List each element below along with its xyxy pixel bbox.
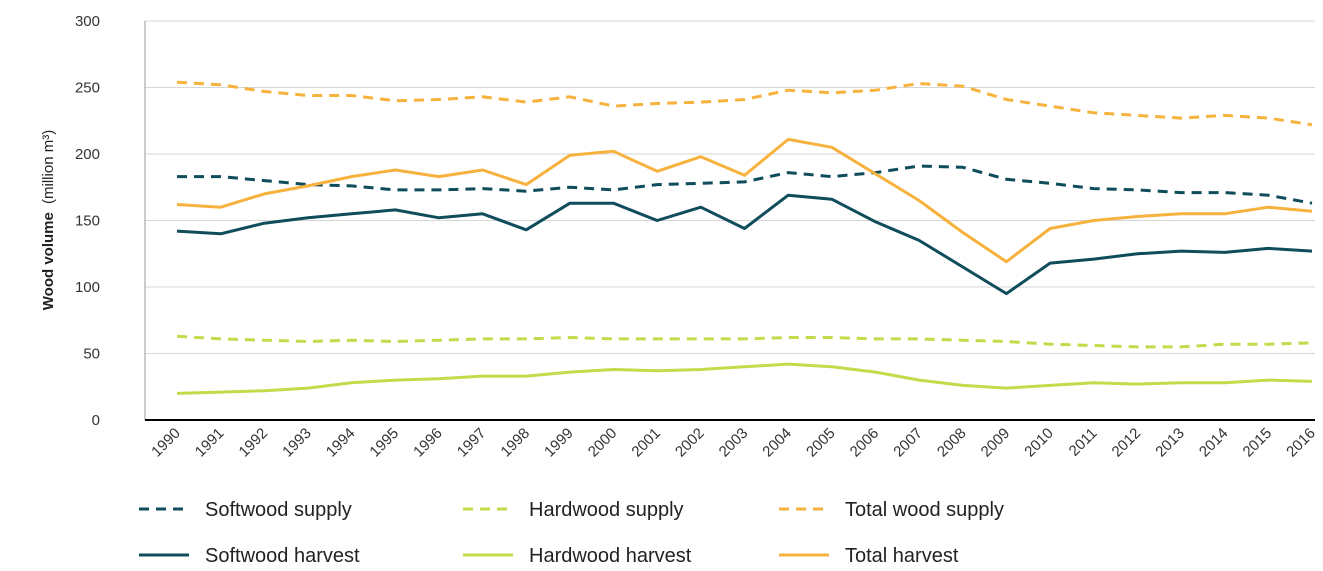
x-tick-label: 2003 (716, 425, 752, 461)
y-tick-label: 100 (75, 279, 100, 296)
legend-label: Hardwood supply (529, 499, 684, 521)
x-tick-label: 1999 (541, 425, 577, 461)
x-tick-label: 1994 (323, 425, 359, 461)
x-tick-label: 2004 (759, 425, 795, 461)
y-tick-label: 0 (92, 412, 100, 429)
x-tick-label: 2016 (1283, 425, 1319, 461)
legend-label: Softwood supply (205, 499, 352, 521)
y-tick-label: 150 (75, 213, 100, 230)
x-tick-label: 2000 (585, 425, 621, 461)
x-tick-label: 2010 (1021, 425, 1057, 461)
x-tick-label: 1998 (497, 425, 533, 461)
x-tick-label: 2011 (1066, 425, 1101, 460)
x-tick-label: 2014 (1196, 425, 1232, 461)
x-tick-label: 2015 (1240, 425, 1276, 461)
y-tick-label: 300 (75, 13, 100, 30)
x-tick-label: 2009 (978, 425, 1014, 461)
x-tick-label: 2007 (890, 425, 926, 461)
x-tick-label: 2005 (803, 425, 839, 461)
x-tick-label: 1991 (192, 425, 228, 461)
series-line-softwood-harvest (176, 193, 1313, 296)
y-axis-label-unit: (million m³) (40, 130, 57, 204)
series-line-total-wood-supply (176, 80, 1313, 127)
legend-label: Total wood supply (845, 499, 1004, 521)
x-tick-label: 1993 (279, 425, 315, 461)
x-tick-label: 1990 (148, 425, 184, 461)
y-tick-label: 250 (75, 80, 100, 97)
series-lines (176, 80, 1313, 395)
x-tick-label: 2012 (1109, 425, 1145, 461)
x-tick-label: 2001 (628, 425, 664, 461)
y-axis-label: Wood volume (million m³) (40, 130, 57, 310)
x-tick-label: 1997 (454, 425, 490, 461)
series-line-softwood-supply (177, 164, 1313, 205)
x-tick-label: 2006 (847, 425, 883, 461)
x-tick-label: 2013 (1152, 425, 1188, 461)
series-line-hardwood-harvest (176, 362, 1313, 395)
y-tick-label: 200 (75, 146, 100, 163)
x-tick-label: 2002 (672, 425, 708, 461)
x-tick-label: 1992 (236, 425, 272, 461)
y-tick-label: 50 (83, 346, 100, 363)
x-tick-label: 1995 (366, 425, 402, 461)
legend-label: Total harvest (845, 545, 959, 567)
series-line-total-harvest (176, 137, 1313, 264)
x-tick-label: 1996 (410, 425, 446, 461)
x-tick-label: 2008 (934, 425, 970, 461)
gridlines (145, 20, 1315, 354)
series-line-hardwood-supply (176, 334, 1313, 349)
legend-label: Softwood harvest (205, 545, 360, 567)
y-axis-label-bold: Wood volume (40, 212, 57, 310)
legend-label: Hardwood harvest (529, 545, 692, 567)
legend: Softwood supply Hardwood supply Total wood… (139, 499, 1004, 567)
